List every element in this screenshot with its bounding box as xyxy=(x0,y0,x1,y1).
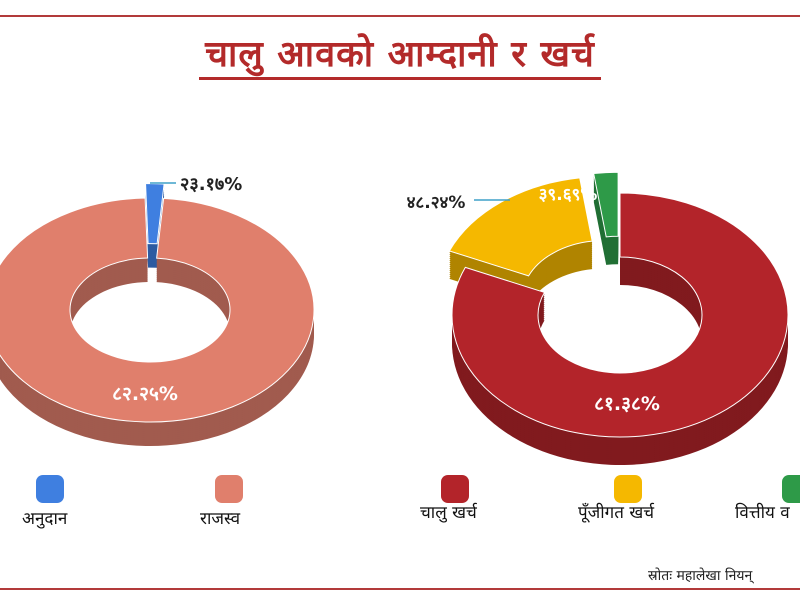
legend-label-bittiya: वित्तीय व xyxy=(735,503,790,523)
donut2-data-label-punjigat: ३९.६९% xyxy=(539,185,598,205)
legend-label-chalu-kharcha: चालु खर्च xyxy=(420,503,477,523)
legend-swatch-chalu-kharcha xyxy=(441,475,469,503)
top-border-line xyxy=(0,15,800,17)
legend-swatch-rajaswa xyxy=(215,475,243,503)
donut2-data-label-chalu-kharcha: ८१.३८% xyxy=(594,393,660,415)
donut1-data-label-rajaswa: ८२.२५% xyxy=(112,383,178,405)
legend-swatch-punjigat-kharcha xyxy=(614,475,642,503)
donut2-data-label-bittiya: ४८.२४% xyxy=(407,193,466,213)
legend-swatch-bittiya xyxy=(782,475,800,503)
donut2-slice-2 xyxy=(593,171,619,238)
bottom-border-line xyxy=(0,588,800,590)
donut1-slice-1 xyxy=(0,197,315,423)
donut2-slice-0 xyxy=(451,192,789,438)
legend-label-rajaswa: राजस्व xyxy=(200,509,241,529)
legend-label-punjigat-kharcha: पूँजीगत खर्च xyxy=(578,503,655,523)
page-title-text: चालु आवको आम्दानी र खर्च xyxy=(199,34,601,80)
donut2-slice-1 xyxy=(448,177,593,277)
page-title: चालु आवको आम्दानी र खर्च xyxy=(0,28,800,80)
legend-label-anudan: अनुदान xyxy=(22,509,68,529)
source-note: स्रोतः महालेखा नियन् xyxy=(648,568,753,584)
legend-swatch-anudan xyxy=(36,475,64,503)
donut1-data-label-anudan: २३.१७% xyxy=(180,174,242,195)
